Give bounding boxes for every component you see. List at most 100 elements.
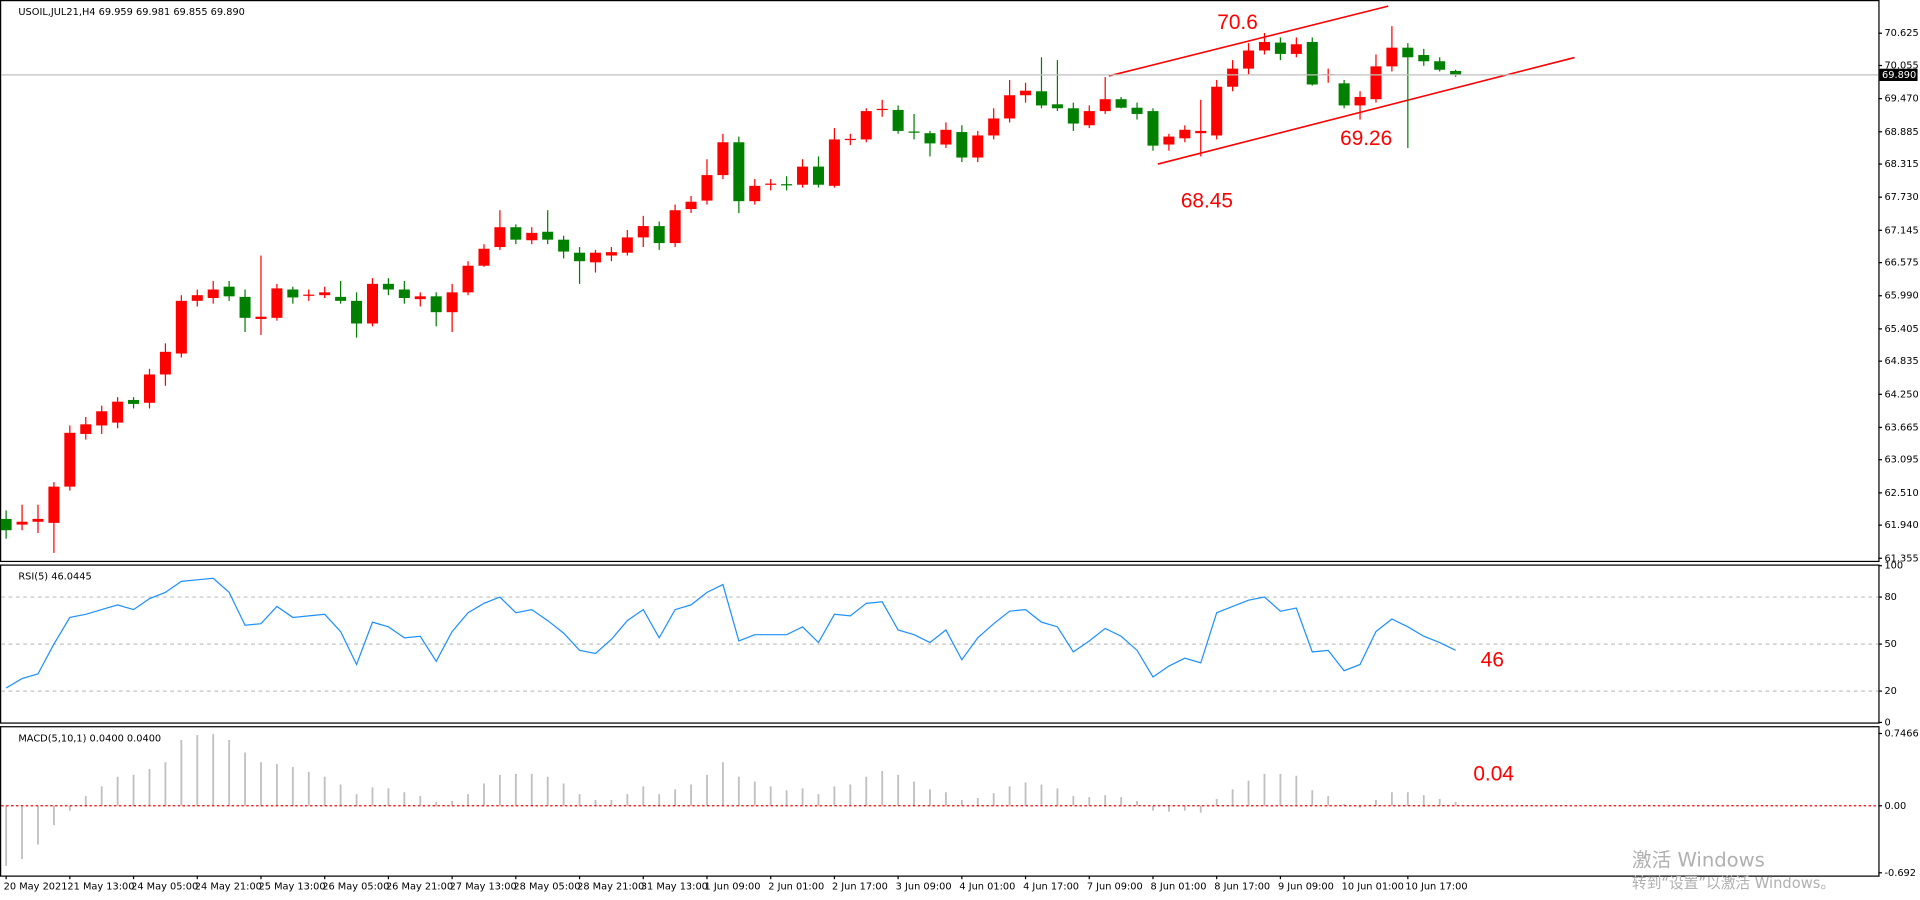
x-tick-label: 20 May 2021 [4,882,68,893]
macd-bar [467,794,469,806]
price-panel-frame [0,0,1880,563]
macd-bar [897,774,900,806]
macd-bar [339,784,342,806]
y-tick-label: 66.575 [1884,258,1918,269]
macd-bar [865,776,868,806]
watermark-subtitle: 转到“设置”以激活 Windows。 [1632,875,1835,892]
macd-bar [530,773,533,806]
x-tick-label: 10 Jun 17:00 [1405,882,1467,893]
candle-body [956,132,968,158]
y-tick-label: 68.315 [1884,159,1918,170]
candle-body [159,351,171,375]
x-tick-label: 31 May 13:00 [641,882,708,893]
candle-body [1211,86,1223,136]
candle-body [1306,42,1318,85]
candle-body [860,111,872,140]
macd-bar [578,794,581,806]
macd-bar [1183,805,1186,811]
y-tick-label: 65.990 [1884,291,1918,302]
candle-body [717,142,729,176]
macd-bar [1008,786,1011,806]
candle-body [988,118,1000,136]
macd-bar [817,794,820,806]
x-tick-label: 21 May 13:00 [67,882,134,893]
y-tick-label: 100 [1884,561,1903,572]
candle-body [255,316,267,319]
y-tick-label: 80 [1884,592,1896,603]
candle-body [382,283,394,290]
rsi-line [5,577,1456,689]
candle-body [1147,111,1159,146]
panel-title: MACD(5,10,1) 0.0400 0.0400 [18,733,161,744]
macd-bar [244,752,246,806]
macd-bar [387,788,390,806]
candle-body [924,133,936,144]
x-tick-label: 2 Jun 01:00 [768,882,824,893]
macd-bar [37,805,39,845]
candle-body [1179,129,1191,139]
panel-title: RSI(5) 46.0445 [18,572,91,583]
macd-bar [1024,782,1027,806]
x-tick-label: 10 Jun 01:00 [1342,882,1404,893]
macd-bar [68,805,71,811]
macd-bar [801,788,804,806]
candle-body [828,139,840,186]
candle-body [1004,95,1016,119]
candle-body [319,292,331,296]
macd-bar [929,789,931,806]
candle-body [191,295,203,301]
candle-body [1083,111,1095,126]
macd-bar [403,792,406,806]
candle-body [175,300,187,354]
annotation: 46 [1481,649,1504,672]
x-tick-label: 28 May 21:00 [577,882,644,893]
x-tick-label: 26 May 21:00 [386,882,453,893]
candle-body [542,231,554,240]
x-tick-label: 24 May 05:00 [131,882,198,893]
macd-bar [291,767,294,806]
candle-body [1386,47,1398,67]
candle-body [494,227,506,248]
candle-body [940,129,952,145]
annotation: 68.45 [1181,190,1233,213]
x-tick-label: 9 Jun 09:00 [1278,882,1334,893]
macd-bar [435,801,438,806]
y-tick-label: 68.885 [1884,127,1918,138]
macd-bar [1136,800,1138,806]
candle-body [80,424,92,434]
x-tick-label: 4 Jun 01:00 [959,882,1015,893]
y-tick-label: 65.405 [1884,324,1918,335]
x-tick-label: 2 Jun 17:00 [832,882,888,893]
macd-bar [148,768,151,806]
candle-body [605,252,617,256]
macd-bar [1040,784,1043,806]
macd-bar [1375,799,1377,806]
x-tick-label: 3 Jun 09:00 [896,882,952,893]
y-tick-label: 64.250 [1884,389,1918,400]
watermark-title: 激活 Windows [1632,848,1765,871]
candle-body [621,237,633,253]
candle-body [1035,91,1047,106]
candle-body [892,109,904,131]
candle-body [1195,130,1207,134]
macd-bar [132,774,135,806]
candle-body [48,486,60,523]
candle-body [1227,68,1239,87]
macd-bar [1327,796,1330,806]
x-tick-label: 27 May 13:00 [450,882,517,893]
macd-bar [1199,805,1202,813]
candle-body [1258,42,1270,51]
candle-body [271,288,283,318]
macd-bar [1359,805,1361,808]
macd-bar [976,798,979,806]
candle-body [207,289,219,299]
candle-body [287,289,299,298]
annotation: 70.6 [1217,11,1258,34]
candle-body [685,201,697,210]
macd-bar [1422,795,1425,806]
panel-title: USOIL,JUL21,H4 69.959 69.981 69.855 69.8… [18,7,245,18]
y-tick-label: 61.355 [1884,553,1918,564]
candle-body [1354,96,1366,106]
x-tick-label: 8 Jun 01:00 [1151,882,1207,893]
